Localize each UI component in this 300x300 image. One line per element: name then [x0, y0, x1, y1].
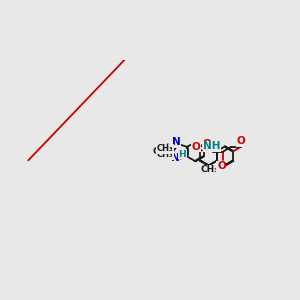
Text: N: N: [172, 137, 181, 147]
Text: CH₃: CH₃: [201, 165, 219, 174]
Text: O: O: [202, 139, 211, 149]
Text: CH₃: CH₃: [157, 144, 173, 153]
Text: N: N: [170, 153, 179, 163]
Text: O: O: [217, 161, 226, 171]
Text: CH: CH: [152, 147, 166, 156]
Text: O: O: [236, 136, 245, 146]
Text: NH: NH: [203, 141, 220, 151]
Text: H: H: [178, 149, 186, 158]
Text: O: O: [192, 142, 201, 152]
Text: CH₃: CH₃: [157, 150, 173, 159]
